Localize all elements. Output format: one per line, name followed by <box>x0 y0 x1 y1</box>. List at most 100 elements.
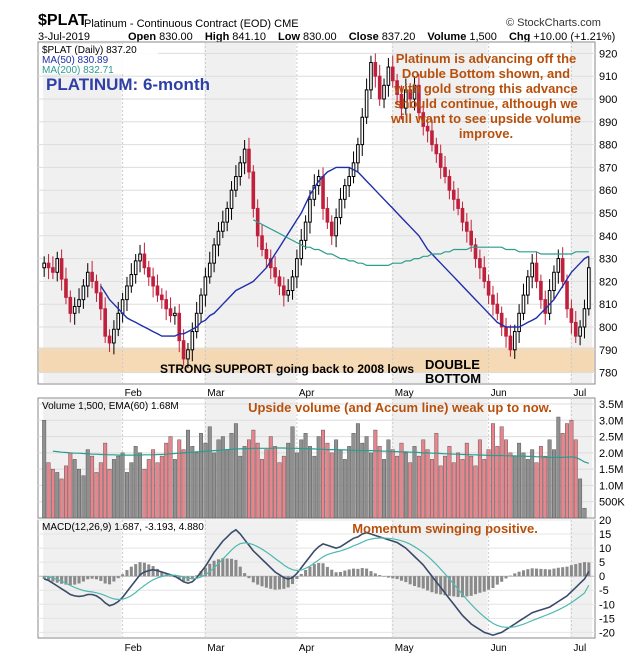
macd-lines <box>43 528 590 637</box>
macd-hist-bar <box>500 576 504 582</box>
macd-hist-bar <box>426 576 430 591</box>
volume-bar <box>447 446 452 519</box>
macd-hist-bar <box>517 571 521 577</box>
macd-histogram <box>42 558 591 598</box>
candle-body <box>460 207 465 223</box>
volume-bar <box>512 455 517 519</box>
macd-tick-label: -15 <box>599 613 615 625</box>
candle-body <box>51 267 55 273</box>
volume-bar <box>229 433 234 519</box>
volume-bar <box>312 455 317 519</box>
volume-annotation: Upside volume (and Accum line) weak up t… <box>248 400 552 415</box>
macd-hist-bar <box>86 576 90 580</box>
candle-body <box>81 285 86 301</box>
macd-hist-bar <box>264 576 268 588</box>
volume-axis: 500K 1.0M 1.5M 2.0M 2.5M 3.0M 3.5M <box>599 399 625 509</box>
volume-bar <box>260 459 264 519</box>
candle-body <box>116 312 121 330</box>
x-tick-label-bottom: May <box>395 643 414 654</box>
price-tick-label: 900 <box>599 94 617 106</box>
macd-hist-bar <box>395 576 399 579</box>
volume-bar <box>268 436 273 519</box>
macd-hist-bar <box>378 575 382 577</box>
candle-body <box>390 66 395 82</box>
candle-body <box>486 280 491 296</box>
macd-hist-bar <box>543 569 547 577</box>
macd-hist-bar <box>64 576 68 585</box>
macd-hist-bar <box>582 562 586 577</box>
volume-bar <box>90 455 95 519</box>
vol-tick-label: 1.5M <box>599 464 623 476</box>
candle-body <box>447 176 452 191</box>
macd-hist-bar <box>347 569 351 577</box>
candle-body <box>277 276 282 287</box>
macd-tick-label: -10 <box>599 599 615 611</box>
macd-hist-bar <box>60 576 64 584</box>
candle-body <box>517 312 521 333</box>
macd-hist-bar <box>456 576 460 597</box>
volume-bar <box>277 462 282 519</box>
candle-body <box>221 221 225 232</box>
macd-hist-bar <box>195 575 199 577</box>
candle-body <box>495 303 500 314</box>
macd-hist-bar <box>504 576 508 579</box>
candle-body <box>321 176 325 209</box>
candle-body <box>160 294 164 301</box>
macd-hist-bar <box>447 576 451 596</box>
macd-hist-bar <box>230 558 234 577</box>
volume-bar <box>395 455 400 519</box>
candle-body <box>430 130 434 146</box>
volume-bar <box>172 459 177 519</box>
source-logo[interactable]: © StockCharts.com <box>506 17 601 29</box>
macd-hist-bar <box>260 576 264 587</box>
volume-bar <box>77 468 81 519</box>
candle-body <box>247 148 251 173</box>
candle-body <box>46 262 51 269</box>
price-tick-label: 820 <box>599 276 617 288</box>
volume-bars <box>42 416 589 519</box>
candle-body <box>207 262 212 278</box>
macd-hist-bar <box>365 568 369 577</box>
macd-hist-bar <box>417 576 421 588</box>
volume-bar <box>338 449 343 519</box>
macd-hist-bar <box>112 576 116 582</box>
volume-bar <box>569 420 574 519</box>
candle-body <box>120 299 125 314</box>
macd-hist-bar <box>478 576 482 593</box>
x-tick-label-top: Jun <box>491 388 507 399</box>
vol-tick-label: 2.5M <box>599 432 623 444</box>
volume-bar <box>203 442 208 519</box>
macd-hist-bar <box>513 573 517 577</box>
macd-hist-bar <box>330 569 334 577</box>
candle-body <box>194 312 199 333</box>
candle-body <box>142 253 147 269</box>
price-tick-label: 800 <box>599 322 617 334</box>
x-tick-label-bottom: Jul <box>573 643 586 654</box>
volume-bar <box>377 446 382 519</box>
volume-bar <box>373 429 378 519</box>
macd-hist-bar <box>325 566 329 577</box>
candle-body <box>565 280 569 310</box>
macd-hist-bar <box>439 576 443 595</box>
volume-bar <box>186 429 190 519</box>
macd-tick-label: -5 <box>599 585 609 597</box>
volume-bar <box>556 416 561 519</box>
volume-bar <box>281 455 286 519</box>
ma200-line <box>253 219 589 266</box>
annotation-line: Double Bottom shown, and <box>402 66 570 81</box>
macd-hist-bar <box>47 576 51 580</box>
macd-hist-bar <box>526 569 530 577</box>
candle-body <box>164 299 168 310</box>
x-tick-label-top: Jul <box>573 388 586 399</box>
volume-bar <box>360 442 365 519</box>
volume-bar <box>369 452 373 519</box>
volume-bar <box>138 452 142 519</box>
macd-hist-bar <box>190 576 194 580</box>
candle-body <box>168 308 173 317</box>
vol-tick-label: 3.0M <box>599 415 623 427</box>
candle-body <box>560 258 565 282</box>
candle-body <box>72 305 77 314</box>
volume-bar <box>482 459 487 519</box>
candle-body <box>377 75 382 100</box>
macd-hist-bar <box>587 562 591 577</box>
